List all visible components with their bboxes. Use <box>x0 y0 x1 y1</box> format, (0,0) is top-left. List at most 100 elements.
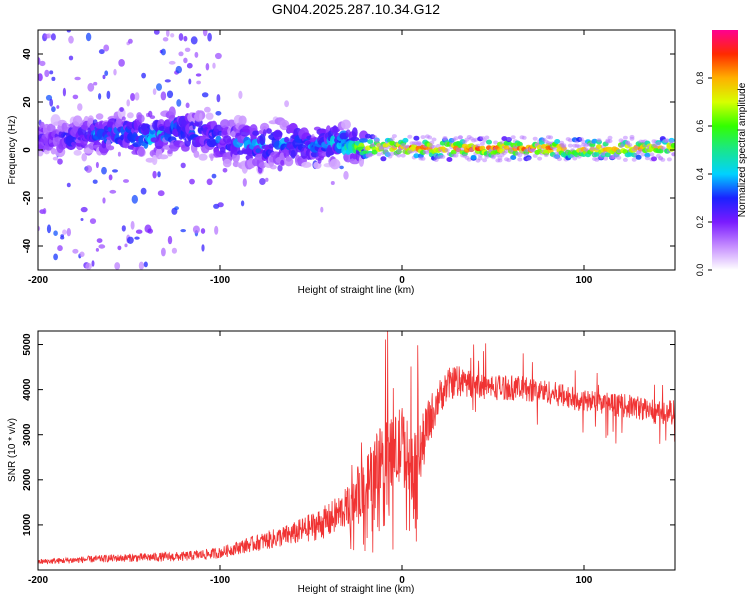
spectrogram-cell <box>130 220 135 230</box>
spectrogram-cell <box>205 112 214 120</box>
spectrogram-cell <box>329 126 341 133</box>
spectrogram-cell <box>56 105 60 109</box>
spectrogram-cell <box>374 138 380 143</box>
spectrogram-cell <box>567 143 573 148</box>
spectrogram-cell <box>186 62 193 69</box>
spectrogram-cell <box>103 44 110 52</box>
colorbar-ticks: 0.0 0.2 0.4 0.6 0.8 <box>695 72 712 276</box>
spectrogram-cell <box>576 144 582 149</box>
spectrogram-cell <box>95 113 104 120</box>
spectrogram-cell <box>466 157 472 162</box>
spectrogram-cell <box>457 135 463 140</box>
spectrogram-cell <box>183 57 188 64</box>
spectrogram-cell <box>367 139 374 145</box>
spectrogram-cell <box>161 247 166 257</box>
spectrogram-cell <box>420 156 426 161</box>
snr-x-tick-label: -200 <box>28 575 48 586</box>
spectrogram-cell <box>644 152 651 158</box>
spectrogram-ylabel: Frequency (Hz) <box>7 116 18 185</box>
spectrogram-cell <box>396 149 402 154</box>
spectrogram-cell <box>543 153 549 158</box>
colorbar-tick-label: 0.8 <box>695 72 705 85</box>
spectrogram-cell <box>107 145 115 151</box>
spectrogram-cell <box>164 79 171 83</box>
spectrogram-cell <box>92 179 98 184</box>
spectrogram-cell <box>135 229 143 234</box>
spectrogram-cell <box>389 151 395 156</box>
spectrogram-cell <box>371 149 378 155</box>
spectrogram-cell <box>391 134 397 139</box>
spectrogram-cell <box>429 140 435 145</box>
spectrogram-cell <box>273 130 283 138</box>
spectrogram-cell <box>444 148 450 153</box>
spectrogram-cell <box>450 149 457 155</box>
spectrogram-cell <box>351 127 358 138</box>
spectrogram-cell <box>638 148 644 153</box>
spectrogram-cell <box>87 82 95 92</box>
spectrogram-cell <box>365 133 371 139</box>
spectrogram-cell <box>510 155 517 160</box>
spectrogram-cell <box>473 137 479 142</box>
spectrogram-cell <box>52 156 59 161</box>
spectrogram-cell <box>167 149 173 154</box>
spectrogram-cell <box>626 151 633 157</box>
spectrogram-cell <box>343 170 349 180</box>
snr-x-tick-label: 100 <box>576 575 593 586</box>
spectrogram-cell <box>521 135 527 140</box>
spectrogram-cell <box>470 154 477 160</box>
spectrogram-cell <box>358 138 369 143</box>
spectrogram-cell <box>168 60 176 65</box>
spectrogram-cell <box>455 150 461 155</box>
spectrogram-cell <box>38 73 43 82</box>
spectrogram-cell <box>200 228 206 234</box>
spectrogram-cell <box>383 146 389 151</box>
spectrogram-cell <box>198 153 208 161</box>
spectrogram-cell <box>46 33 52 39</box>
spectrogram-cell <box>400 143 406 147</box>
spectrogram-y-axis: -40 -20 0 20 40 <box>22 48 675 253</box>
spectrogram-cell <box>215 111 222 116</box>
spectrogram-cell <box>548 135 554 140</box>
spectrogram-cell <box>183 35 188 42</box>
spectrogram-cell <box>119 107 124 112</box>
spectrogram-heatmap <box>38 30 675 270</box>
spectrogram-cell <box>629 134 635 139</box>
spectrogram-cell <box>516 141 523 147</box>
spectrogram-cell <box>153 30 160 35</box>
figure-title: GN04.2025.287.10.34.G12 <box>272 1 440 17</box>
spectrogram-cell <box>453 136 459 141</box>
spectrogram-cell <box>290 149 296 159</box>
spectrogram-cell <box>622 135 628 140</box>
spectrogram-cell <box>479 141 485 146</box>
spectrogram-cell <box>201 92 209 98</box>
spectrogram-cell <box>85 165 93 173</box>
spectrogram-cell <box>96 238 103 244</box>
spectrogram-cell <box>413 135 420 141</box>
spectrogram-cell <box>102 197 106 204</box>
spectrogram-cell <box>622 157 628 162</box>
spectrogram-cell <box>240 200 245 207</box>
spectrogram-cell <box>486 139 492 145</box>
spectrogram-cell <box>180 162 186 169</box>
spectrogram-cell <box>77 103 83 111</box>
spectrogram-cell <box>81 153 87 162</box>
spectrogram-cell <box>242 178 247 187</box>
spectrogram-cell <box>581 139 587 144</box>
spectrogram-cell <box>158 154 169 160</box>
snr-y-tick-label: 5000 <box>22 333 33 356</box>
spectrogram-cell <box>108 174 113 181</box>
spectrogram-cell <box>113 68 117 76</box>
spectrogram-cell <box>431 137 437 142</box>
spectrogram-cell <box>552 146 558 151</box>
snr-y-tick-label: 2000 <box>22 468 33 491</box>
spectrogram-cell <box>252 130 260 136</box>
spectrogram-cell <box>178 51 184 57</box>
spectrogram-cell <box>49 98 54 107</box>
spectrogram-cell <box>138 146 145 157</box>
spectrogram-cell <box>143 261 148 268</box>
spectrogram-cell <box>593 151 600 157</box>
spectrogram-cell <box>175 65 182 74</box>
spectrogram-cell <box>60 234 64 238</box>
spectrogram-cell <box>166 30 170 37</box>
